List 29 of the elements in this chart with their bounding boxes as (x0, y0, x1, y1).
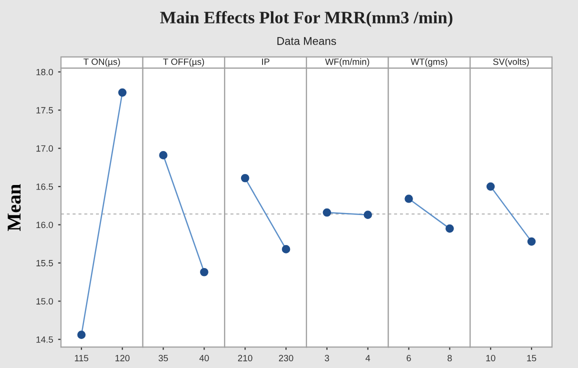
text: Main Effects Plot For MRR(mm3 /min) (160, 11, 452, 27)
x-tick-label: 40 (199, 354, 209, 362)
x-tick-label: 120 (116, 354, 130, 362)
text: Data Means (277, 37, 336, 45)
y-tick-label: 15.0 (36, 298, 53, 305)
x-tick-label: 210 (238, 354, 252, 362)
x-tick-label: 230 (278, 354, 294, 362)
y-tick-label: 16.0 (36, 222, 53, 228)
x-tick-label: 115 (74, 354, 88, 362)
y-tick-label: 16.5 (36, 184, 53, 190)
text: T OFF(µs) (163, 58, 204, 67)
text: WF(m/min) (325, 58, 370, 67)
y-tick-label: 14.5 (36, 336, 53, 343)
x-tick-label: 10 (486, 354, 496, 362)
y-tick-label: 18.0 (36, 68, 53, 76)
x-tick-label: 15 (527, 354, 536, 362)
x-tick-label: 6 (406, 354, 411, 362)
y-tick-label: 17.5 (36, 107, 53, 114)
y-tick-label: 17.0 (36, 145, 53, 152)
x-tick-label: 4 (366, 354, 370, 362)
text: IP (262, 58, 270, 65)
x-tick-label: 3 (324, 354, 330, 362)
x-tick-label: 35 (158, 354, 168, 362)
text: WT(gms) (410, 58, 448, 67)
y-tick-label: 15.5 (36, 260, 53, 266)
x-tick-label: 8 (448, 354, 452, 362)
text: SV(volts) (493, 58, 529, 67)
text: T ON(µs) (84, 58, 120, 67)
y-axis-title: Mean (8, 184, 21, 231)
